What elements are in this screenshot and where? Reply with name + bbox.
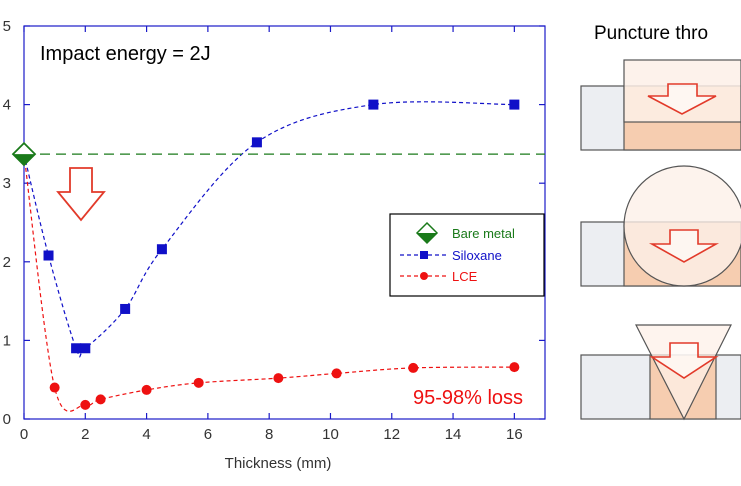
x-tick-label: 6 (204, 426, 212, 443)
y-tick-label: 1 (3, 332, 11, 349)
x-axis-title: Thickness (mm) (225, 455, 332, 472)
data-point-lce (193, 377, 204, 388)
legend-item-bare-metal: Bare metal (415, 221, 515, 245)
legend-circle-marker (420, 272, 428, 280)
series-layer (11, 99, 545, 412)
data-point-siloxane (509, 99, 520, 110)
y-tick-label: 2 (3, 254, 11, 271)
legend-square-marker (420, 251, 428, 259)
legend: Bare metal Siloxane LCE (389, 213, 545, 297)
data-point-siloxane (80, 343, 91, 354)
y-tick-label: 3 (3, 175, 11, 192)
arrow-icon (649, 342, 719, 379)
x-tick-label: 4 (142, 426, 150, 443)
legend-label-bare-metal: Bare metal (452, 226, 515, 241)
legend-label-lce: LCE (452, 269, 478, 284)
arrow-icon (647, 83, 717, 115)
x-tick-label: 0 (20, 426, 28, 443)
x-tick-label: 16 (506, 426, 523, 443)
data-point-lce (408, 362, 419, 373)
data-point-lce (141, 384, 152, 395)
legend-box (389, 213, 545, 297)
data-point-siloxane (43, 250, 54, 261)
y-tick-label: 5 (3, 18, 11, 35)
conical-punch-diagram (580, 324, 741, 421)
data-point-lce (80, 399, 91, 410)
series-bare-metal (11, 141, 545, 167)
x-tick-label: 10 (322, 426, 339, 443)
data-point-fill (13, 154, 35, 166)
loss-annotation: 95-98% loss (413, 387, 523, 409)
data-point-siloxane (71, 343, 82, 354)
legend-item-lce: LCE (400, 269, 478, 284)
x-axis: 0 2 4 6 8 10 12 14 16 (20, 26, 523, 443)
data-point-lce (95, 394, 106, 405)
series-line-lce (23, 154, 515, 412)
arrow-icon (648, 229, 720, 263)
down-arrow-icon (56, 167, 106, 222)
flat-punch-diagram (580, 59, 741, 151)
data-point-lce (331, 368, 342, 379)
legend-label-siloxane: Siloxane (452, 248, 502, 263)
data-point-lce (509, 362, 520, 373)
legend-item-siloxane: Siloxane (400, 248, 502, 263)
data-point-lce (49, 382, 60, 393)
x-tick-label: 12 (383, 426, 400, 443)
plot-frame (23, 25, 546, 420)
data-point-siloxane (120, 303, 131, 314)
legend-diamond-fill (417, 233, 437, 243)
spherical-punch (623, 165, 741, 287)
spherical-punch-diagram (580, 165, 741, 287)
x-tick-label: 14 (445, 426, 462, 443)
y-tick-label: 0 (3, 411, 11, 428)
series-line-siloxane (23, 101, 515, 358)
x-tick-label: 8 (265, 426, 273, 443)
panel-title: Puncture thro (594, 23, 708, 44)
y-axis: 0 1 2 3 4 5 (3, 18, 545, 428)
data-point-siloxane (251, 137, 262, 148)
y-tick-label: 4 (3, 97, 11, 114)
impact-energy-annotation: Impact energy = 2J (40, 43, 211, 65)
data-point-siloxane (156, 244, 167, 255)
data-point-siloxane (368, 99, 379, 110)
x-tick-label: 2 (81, 426, 89, 443)
data-point-lce (273, 373, 284, 384)
